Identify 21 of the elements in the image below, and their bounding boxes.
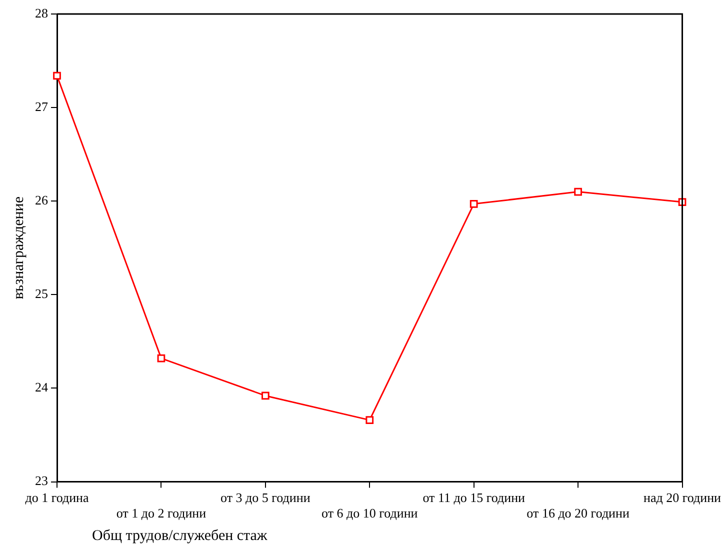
point	[366, 416, 374, 424]
point	[470, 200, 478, 208]
y-axis-title: възнаграждение	[10, 196, 27, 300]
x-tick-label: от 16 до 20 години	[526, 506, 630, 521]
y-tick-label: 28	[35, 5, 48, 20]
y-tick-label: 27	[35, 98, 48, 114]
y-tick-label: 24	[35, 380, 48, 395]
y-tick-label: 26	[35, 192, 48, 208]
point	[261, 392, 270, 400]
point	[53, 72, 61, 80]
point	[574, 188, 582, 196]
x-tick-label: от 6 до 10 години	[322, 506, 418, 521]
x-tick-label: от 1 до 2 години	[116, 506, 206, 521]
x-axis-title: Общ трудов/служебен стаж	[92, 528, 268, 545]
x-tick-label: от 11 до 15 години	[422, 490, 526, 506]
x-tick-label: до 1 година	[25, 490, 90, 506]
y-tick-label: 25	[35, 286, 48, 302]
x-tick-label: над 20 години	[644, 490, 722, 506]
x-tick-label: от 3 до 5 години	[220, 490, 310, 506]
point	[157, 354, 166, 362]
y-tick-label: 23	[35, 473, 48, 488]
